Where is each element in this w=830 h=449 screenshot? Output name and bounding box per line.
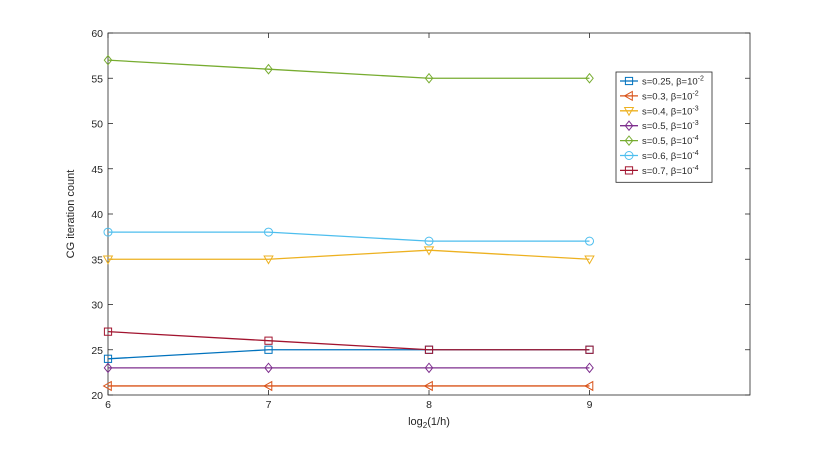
data-point bbox=[103, 354, 113, 363]
data-point bbox=[264, 362, 273, 374]
data-point bbox=[103, 327, 113, 336]
x-tick-label: 7 bbox=[266, 399, 272, 411]
data-point bbox=[424, 362, 434, 374]
y-tick-label: 50 bbox=[91, 119, 103, 131]
legend-label-exponent: -2 bbox=[692, 90, 698, 97]
legend-label-exponent: -4 bbox=[692, 150, 698, 157]
x-axis-label: log2(1/h) bbox=[408, 416, 450, 430]
legend-entry: s=0.3, β=10-2 bbox=[620, 90, 699, 102]
y-axis-label: CG iteration count bbox=[65, 170, 77, 259]
legend-label-text: s=0.6, β=10 bbox=[642, 151, 692, 162]
y-tick-label: 25 bbox=[91, 345, 103, 357]
legend-label-exponent: -4 bbox=[692, 165, 698, 172]
legend-label: s=0.3, β=10-2 bbox=[642, 90, 699, 102]
series-line bbox=[107, 331, 590, 351]
data-point bbox=[423, 246, 435, 256]
x-tick-label: 8 bbox=[426, 399, 432, 411]
series-line bbox=[108, 231, 590, 242]
series-1 bbox=[102, 380, 594, 392]
legend-label-exponent: -4 bbox=[692, 135, 698, 142]
legend-label-exponent: -3 bbox=[692, 105, 698, 112]
legend-entry: s=0.7, β=10-4 bbox=[620, 165, 699, 177]
data-point bbox=[102, 380, 112, 392]
legend-marker bbox=[624, 135, 634, 147]
series-6 bbox=[103, 327, 594, 354]
x-tick-label: 9 bbox=[587, 399, 593, 411]
legend-entry: s=0.4, β=10-3 bbox=[620, 105, 699, 117]
data-point bbox=[585, 236, 594, 246]
data-point bbox=[424, 72, 434, 84]
legend-marker bbox=[624, 120, 634, 132]
legend-label-exponent: -2 bbox=[698, 76, 704, 83]
y-tick-label: 45 bbox=[91, 164, 103, 176]
series-3 bbox=[103, 362, 594, 374]
data-point bbox=[584, 380, 594, 392]
data-point bbox=[103, 227, 113, 237]
legend-label: s=0.5, β=10-3 bbox=[642, 120, 699, 132]
data-point bbox=[103, 54, 113, 66]
legend-label: s=0.5, β=10-4 bbox=[642, 135, 699, 147]
data-point bbox=[264, 345, 273, 354]
data-point bbox=[585, 362, 594, 374]
data-point bbox=[263, 380, 273, 392]
legend-label-text: s=0.5, β=10 bbox=[642, 136, 692, 147]
data-point bbox=[102, 255, 114, 265]
y-tick-label: 35 bbox=[91, 254, 103, 266]
y-tick-label: 55 bbox=[91, 73, 103, 85]
x-axis-label-tail: (1/h) bbox=[427, 416, 450, 428]
series-4 bbox=[103, 54, 594, 84]
y-tick-label: 40 bbox=[91, 209, 103, 221]
series-line bbox=[108, 249, 590, 260]
data-point bbox=[585, 72, 594, 84]
data-point bbox=[264, 227, 273, 237]
y-tick-label: 20 bbox=[91, 390, 103, 402]
legend-label-text: s=0.5, β=10 bbox=[642, 121, 692, 132]
data-point bbox=[263, 255, 274, 265]
legend-entry: s=0.5, β=10-4 bbox=[620, 135, 699, 147]
legend-label: s=0.25, β=10-2 bbox=[642, 76, 704, 88]
x-axis-label-subscript: 2 bbox=[423, 421, 428, 430]
legend-marker bbox=[624, 166, 634, 175]
legend-marker bbox=[623, 90, 633, 102]
legend-label: s=0.4, β=10-3 bbox=[642, 105, 699, 117]
data-point bbox=[103, 362, 113, 374]
legend-label-exponent: -3 bbox=[692, 120, 698, 127]
legend-label: s=0.7, β=10-4 bbox=[642, 165, 699, 177]
data-point bbox=[264, 63, 273, 75]
legend-marker bbox=[624, 151, 634, 160]
legend-label-text: s=0.3, β=10 bbox=[642, 91, 692, 102]
data-point bbox=[585, 345, 594, 354]
data-point bbox=[264, 336, 273, 345]
legend-marker bbox=[624, 76, 634, 86]
legend-entry: s=0.5, β=10-3 bbox=[620, 120, 699, 132]
series-line bbox=[107, 59, 590, 79]
series-2 bbox=[102, 246, 595, 265]
legend-entry: s=0.6, β=10-4 bbox=[620, 150, 699, 162]
legend-marker bbox=[623, 107, 635, 117]
x-axis-label-main: log bbox=[408, 416, 423, 428]
legend-label-text: s=0.25, β=10 bbox=[642, 77, 698, 88]
y-tick-label: 60 bbox=[91, 28, 103, 40]
y-tick-label: 30 bbox=[91, 300, 103, 312]
data-point bbox=[424, 345, 434, 354]
data-point bbox=[423, 380, 433, 392]
legend-label-text: s=0.4, β=10 bbox=[642, 106, 692, 117]
legend-label: s=0.6, β=10-4 bbox=[642, 150, 699, 162]
x-tick-label: 6 bbox=[105, 399, 111, 411]
legend-entry: s=0.25, β=10-2 bbox=[620, 76, 704, 88]
data-point bbox=[584, 255, 595, 265]
series-5 bbox=[103, 227, 594, 246]
data-point bbox=[424, 236, 434, 246]
legend-label-text: s=0.7, β=10 bbox=[642, 166, 692, 177]
